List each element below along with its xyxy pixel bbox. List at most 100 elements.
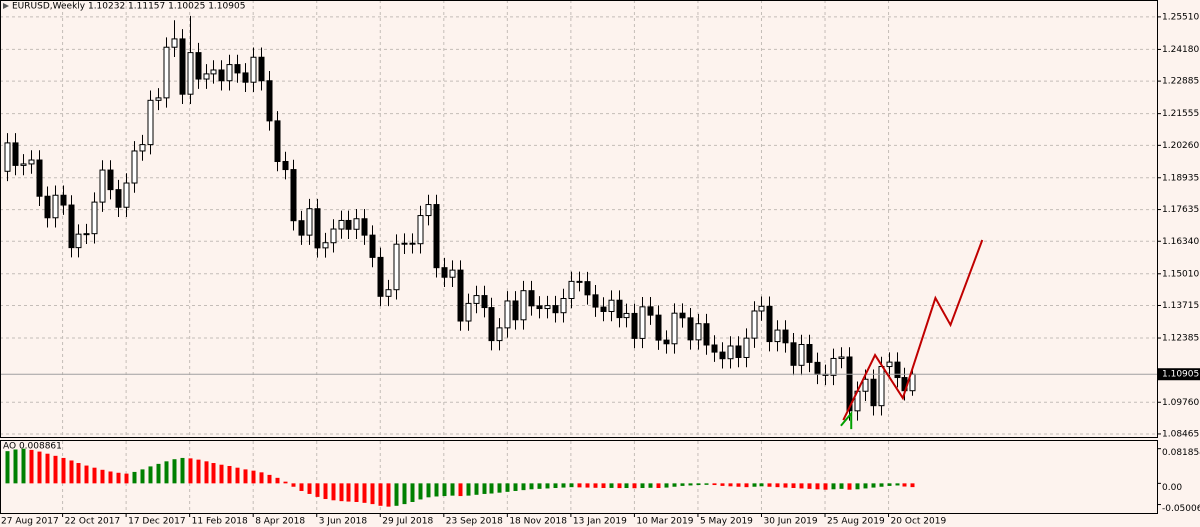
ao-bar <box>100 469 105 484</box>
candle-body <box>592 294 599 308</box>
ao-bar <box>744 483 749 488</box>
ao-bar <box>553 483 558 489</box>
ao-bar <box>402 483 407 505</box>
candle-body <box>99 169 106 203</box>
candle-body <box>369 234 376 258</box>
x-tick-label: 17 Dec 2017 <box>128 517 186 527</box>
ao-bar <box>887 483 892 486</box>
ao-bar <box>505 483 510 492</box>
candle-body <box>496 327 503 342</box>
ao-bar <box>148 466 153 484</box>
candle-body <box>671 312 678 345</box>
candle-body <box>44 195 51 219</box>
ao-bar <box>370 483 375 505</box>
ao-bar <box>720 483 725 486</box>
ao-bar <box>53 455 58 484</box>
candle-body <box>187 52 194 95</box>
ao-bar <box>855 483 860 490</box>
ao-bar <box>29 449 34 484</box>
candle-body <box>894 361 901 379</box>
candle-body <box>377 256 384 297</box>
candle-body <box>242 72 249 83</box>
candle-body <box>210 69 217 75</box>
candle-body <box>886 361 893 368</box>
candle-body <box>266 80 273 122</box>
ao-bar <box>696 483 701 486</box>
ao-bar <box>688 483 693 486</box>
candle-body <box>798 344 805 366</box>
ao-bar <box>783 483 788 488</box>
x-tick-label: 10 Mar 2019 <box>636 517 693 527</box>
candle-body <box>790 342 797 366</box>
y-tick-label: 1.20260 <box>1162 141 1199 151</box>
candle-body <box>218 69 225 82</box>
candle-body <box>782 329 789 344</box>
ao-bar <box>529 483 534 490</box>
ao-bar <box>410 483 415 502</box>
ao-bar <box>323 483 328 500</box>
ao-bar <box>346 483 351 502</box>
ao-bar <box>879 483 884 487</box>
ao-bar <box>267 474 272 484</box>
y-tick-label: 1.21555 <box>1162 109 1199 119</box>
candle-body <box>758 305 765 312</box>
y-tick-label: 1.13715 <box>1162 301 1199 311</box>
ao-bar <box>577 483 582 488</box>
ao-bar <box>291 483 296 487</box>
ao-bar <box>37 451 42 484</box>
ao-bar <box>227 465 232 484</box>
ao-bar <box>823 483 828 490</box>
ao-bar <box>537 483 542 489</box>
y-tick-label: 1.12385 <box>1162 334 1199 344</box>
ao-panel-border <box>0 440 1158 514</box>
x-tick-label: 30 Jun 2019 <box>763 517 817 527</box>
ao-bar <box>219 464 224 484</box>
ao-bar <box>521 483 526 491</box>
ao-bar <box>354 483 359 502</box>
candle-body <box>179 38 186 95</box>
y-tick-label: 0.00 <box>1162 483 1182 493</box>
y-tick-label: 1.08465 <box>1162 429 1199 439</box>
ao-bar <box>418 483 423 500</box>
ao-bar <box>728 483 733 487</box>
ao-bar <box>235 467 240 484</box>
candle-body <box>616 299 623 319</box>
candle-body <box>536 305 543 310</box>
candle-body <box>774 329 781 343</box>
candle-body <box>449 269 456 278</box>
candle-body <box>735 345 742 358</box>
candle-body <box>234 64 241 74</box>
symbol-icon <box>3 3 9 9</box>
y-tick-label: 1.25510 <box>1162 12 1199 22</box>
ao-bar <box>299 483 304 491</box>
candle-body <box>123 182 130 208</box>
y-tick-label: -0.050063 <box>1162 504 1200 514</box>
candle-body <box>322 242 329 249</box>
x-tick-label: 25 Aug 2019 <box>827 517 885 527</box>
ao-bar <box>831 483 836 490</box>
ao-title: AO 0.008861 <box>3 442 62 452</box>
x-tick-label: 13 Jan 2019 <box>573 517 627 527</box>
candle-body <box>695 323 702 341</box>
candle-body <box>338 219 345 230</box>
candle-body <box>163 46 170 99</box>
current-price-label: 1.10905 <box>1162 370 1199 380</box>
y-tick-label: 1.16340 <box>1162 237 1199 247</box>
candle-body <box>806 344 813 363</box>
ao-bar <box>275 477 280 484</box>
candle-body <box>107 169 114 191</box>
ao-bar <box>617 483 622 489</box>
candle-body <box>703 323 710 346</box>
candle-body <box>155 97 162 101</box>
candle-body <box>282 160 289 171</box>
candle-body <box>838 356 845 359</box>
candle-body <box>28 159 35 165</box>
price-panel <box>0 0 1157 437</box>
candle-body <box>20 163 27 166</box>
candle-body <box>52 194 59 219</box>
candle-body <box>36 159 43 197</box>
candle-body <box>631 312 638 339</box>
ao-bar <box>910 483 915 488</box>
ao-bar <box>259 472 264 484</box>
